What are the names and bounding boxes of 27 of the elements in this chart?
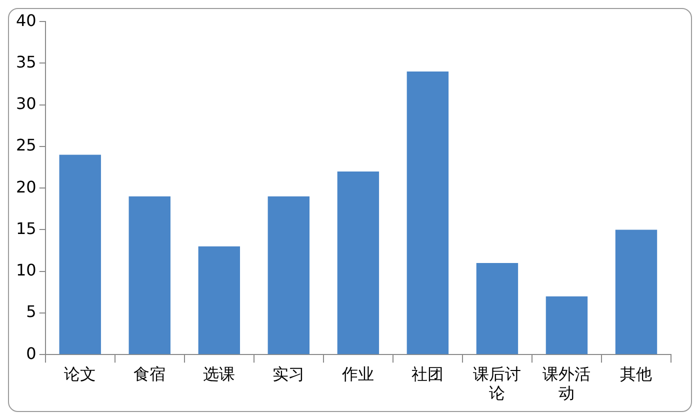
x-tick-label: 课外活动 bbox=[542, 364, 591, 403]
bar bbox=[476, 263, 518, 354]
y-tick-label: 0 bbox=[26, 344, 36, 363]
x-tick-label: 实习 bbox=[272, 364, 305, 384]
x-tick-label: 课后讨论 bbox=[473, 364, 522, 403]
bar bbox=[337, 171, 380, 354]
x-tick-label: 作业 bbox=[341, 364, 374, 384]
bar bbox=[406, 72, 449, 354]
bar bbox=[198, 246, 240, 354]
y-tick-label: 30 bbox=[16, 94, 36, 114]
x-tick-label: 论文 bbox=[64, 364, 96, 384]
bar bbox=[268, 196, 310, 354]
x-tick-label: 社团 bbox=[412, 364, 444, 384]
bar bbox=[615, 230, 658, 354]
y-tick-label: 35 bbox=[16, 52, 36, 72]
bar bbox=[128, 196, 170, 354]
x-tick-label: 选课 bbox=[203, 364, 236, 384]
y-tick-label: 25 bbox=[16, 136, 36, 155]
y-tick-label: 20 bbox=[16, 177, 36, 196]
bar bbox=[546, 296, 588, 354]
y-tick-label: 40 bbox=[16, 10, 36, 30]
y-tick-label: 5 bbox=[26, 302, 36, 322]
bar bbox=[59, 154, 101, 354]
y-tick-label: 15 bbox=[16, 218, 36, 238]
x-tick-label: 其他 bbox=[620, 364, 652, 384]
y-tick-label: 10 bbox=[16, 260, 36, 280]
x-tick-label: 食宿 bbox=[134, 364, 166, 384]
